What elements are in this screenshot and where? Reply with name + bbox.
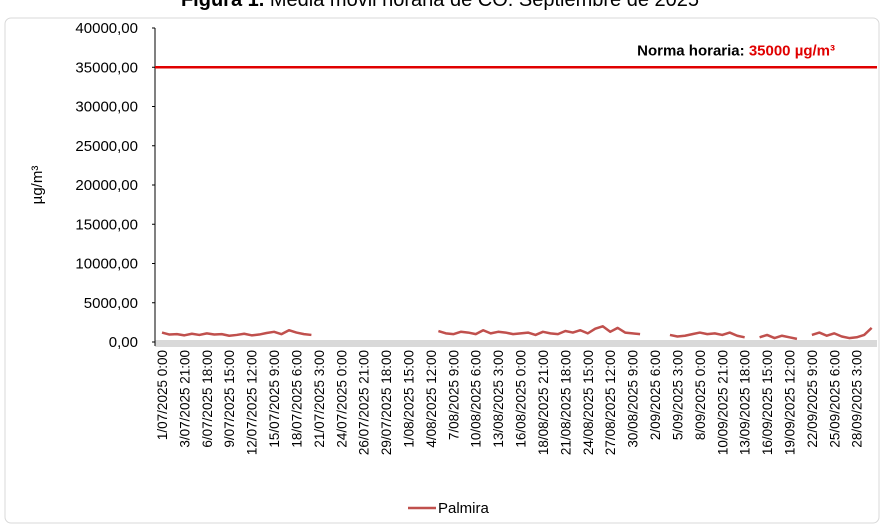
x-tick-label: 15/07/2025 9:00 xyxy=(267,350,282,448)
y-tick-label: 10000,00 xyxy=(75,256,138,273)
y-tick-label: 5000,00 xyxy=(84,295,138,312)
x-tick-label: 28/09/2025 3:00 xyxy=(850,350,865,448)
x-tick-label: 3/07/2025 21:00 xyxy=(177,350,192,448)
x-tick-label: 24/07/2025 0:00 xyxy=(334,350,349,448)
chart-title: Figura 1. Media móvil horaria de CO. Sep… xyxy=(181,0,699,11)
x-tick-label: 25/09/2025 6:00 xyxy=(827,350,842,448)
x-tick-label: 9/07/2025 15:00 xyxy=(222,350,237,448)
y-tick-label: 0,00 xyxy=(109,334,138,351)
x-tick-label: 13/08/2025 3:00 xyxy=(491,350,506,448)
x-tick-label: 26/07/2025 21:00 xyxy=(357,350,372,455)
x-tick-label: 18/08/2025 21:00 xyxy=(536,350,551,455)
plot-baseline-band xyxy=(155,340,877,347)
y-axis-label: µg/m³ xyxy=(29,166,46,205)
threshold-label-prefix: Norma horaria: xyxy=(637,42,745,59)
x-tick-label: 12/07/2025 12:00 xyxy=(245,350,260,455)
threshold-label: 35000 µg/m³ xyxy=(749,42,835,59)
x-tick-label: 8/09/2025 0:00 xyxy=(693,350,708,440)
data-line xyxy=(161,325,873,341)
x-tick-label: 22/09/2025 9:00 xyxy=(805,350,820,448)
x-tick-label: 10/09/2025 21:00 xyxy=(715,350,730,455)
x-tick-label: 5/09/2025 3:00 xyxy=(670,350,685,440)
x-tick-label: 29/07/2025 18:00 xyxy=(379,350,394,455)
x-tick-label: 13/09/2025 18:00 xyxy=(738,350,753,455)
x-tick-label: 21/08/2025 18:00 xyxy=(558,350,573,455)
y-tick-label: 40000,00 xyxy=(75,20,138,37)
x-tick-label: 1/08/2025 15:00 xyxy=(402,350,417,448)
x-tick-label: 6/07/2025 18:00 xyxy=(200,350,215,448)
x-tick-label: 7/08/2025 9:00 xyxy=(446,350,461,440)
x-tick-label: 18/07/2025 6:00 xyxy=(289,350,304,448)
x-tick-label: 19/09/2025 12:00 xyxy=(782,350,797,455)
chart-frame xyxy=(4,17,880,524)
y-tick-label: 35000,00 xyxy=(75,59,138,76)
title-prefix: Figura 1. xyxy=(181,0,264,11)
y-tick-label: 15000,00 xyxy=(75,216,138,233)
threshold-annotation: Norma horaria: 35000 µg/m³ xyxy=(637,42,835,59)
x-tick-label: 16/08/2025 0:00 xyxy=(514,350,529,448)
legend-label: Palmira xyxy=(438,500,490,517)
x-tick-label: 1/07/2025 0:00 xyxy=(155,350,170,440)
x-tick-label: 4/08/2025 12:00 xyxy=(424,350,439,448)
x-tick-label: 21/07/2025 3:00 xyxy=(312,350,327,448)
x-tick-label: 10/08/2025 6:00 xyxy=(469,350,484,448)
y-tick-label: 30000,00 xyxy=(75,99,138,116)
y-tick-label: 25000,00 xyxy=(75,138,138,155)
y-tick-label: 20000,00 xyxy=(75,177,138,194)
x-tick-label: 27/08/2025 12:00 xyxy=(603,350,618,455)
title-text: Media móvil horaria de CO. Septiembre de… xyxy=(270,0,699,11)
x-tick-label: 30/08/2025 9:00 xyxy=(626,350,641,448)
x-tick-label: 24/08/2025 15:00 xyxy=(581,350,596,455)
x-tick-label: 16/09/2025 15:00 xyxy=(760,350,775,455)
x-tick-label: 2/09/2025 6:00 xyxy=(648,350,663,440)
